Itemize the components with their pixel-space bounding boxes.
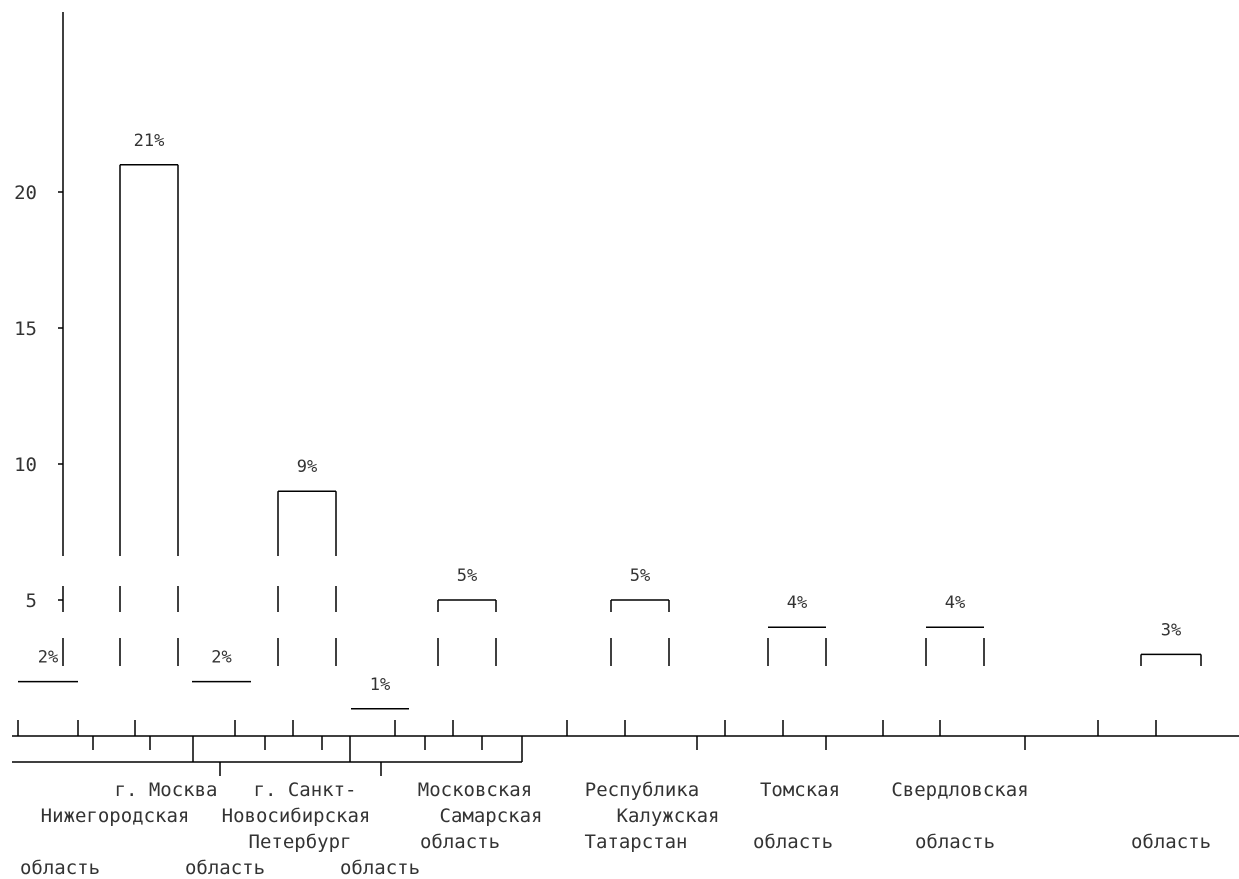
x-tick-label-line2: область <box>420 831 500 853</box>
x-tick-label-line2: область <box>20 857 100 879</box>
data-labels: 2% 21% 2% 9% 1% 5% 5% 4% 4% 3% <box>38 131 1181 695</box>
x-tick-label: Самарская <box>440 805 543 827</box>
data-label: 9% <box>297 457 317 477</box>
data-label: 3% <box>1161 620 1181 640</box>
data-label: 5% <box>630 566 650 586</box>
x-tick-label: Томская <box>760 779 840 801</box>
x-tick-label-line2: область <box>340 857 420 879</box>
data-label: 4% <box>945 593 965 613</box>
bars <box>18 164 1202 710</box>
x-tick-label-line2: область <box>1131 831 1211 853</box>
bar <box>277 490 337 666</box>
x-tick-label-line2: область <box>185 857 265 879</box>
y-tick-label: 20 <box>14 182 37 204</box>
x-tick-label: Республика <box>585 779 699 801</box>
y-tick-label: 10 <box>14 454 37 476</box>
x-axis: Нижегородская область г. МоскваНовосибирск… <box>12 720 1239 879</box>
y-tick-label: 15 <box>14 318 37 340</box>
x-tick-label: Московская <box>418 779 532 801</box>
x-tick-label: Свердловская <box>891 779 1028 801</box>
bar <box>767 626 827 666</box>
data-label: 2% <box>38 648 58 668</box>
x-tick-label: Калужская <box>617 805 720 827</box>
bar <box>119 164 179 666</box>
bar <box>610 599 670 666</box>
bar <box>925 626 985 666</box>
bar <box>437 599 497 666</box>
x-tick-label: Новосибирская <box>222 805 371 827</box>
data-label: 1% <box>370 675 390 695</box>
bar <box>1140 653 1202 666</box>
x-tick-label-line2: Петербург <box>249 831 352 853</box>
x-tick-label-line2: Татарстан <box>585 831 688 853</box>
data-label: 2% <box>211 648 231 668</box>
x-tick-label: Нижегородская <box>41 805 190 827</box>
x-tick-label-line2: область <box>753 831 833 853</box>
data-label: 4% <box>787 593 807 613</box>
data-label: 21% <box>134 131 165 151</box>
x-tick-label: г. Санкт- <box>254 779 357 801</box>
x-tick-label-line2: область <box>915 831 995 853</box>
y-axis: 5 10 15 20 <box>14 12 64 666</box>
data-label: 5% <box>457 566 477 586</box>
x-tick-label: г. Москва <box>115 779 218 801</box>
y-tick-label: 5 <box>26 590 37 612</box>
